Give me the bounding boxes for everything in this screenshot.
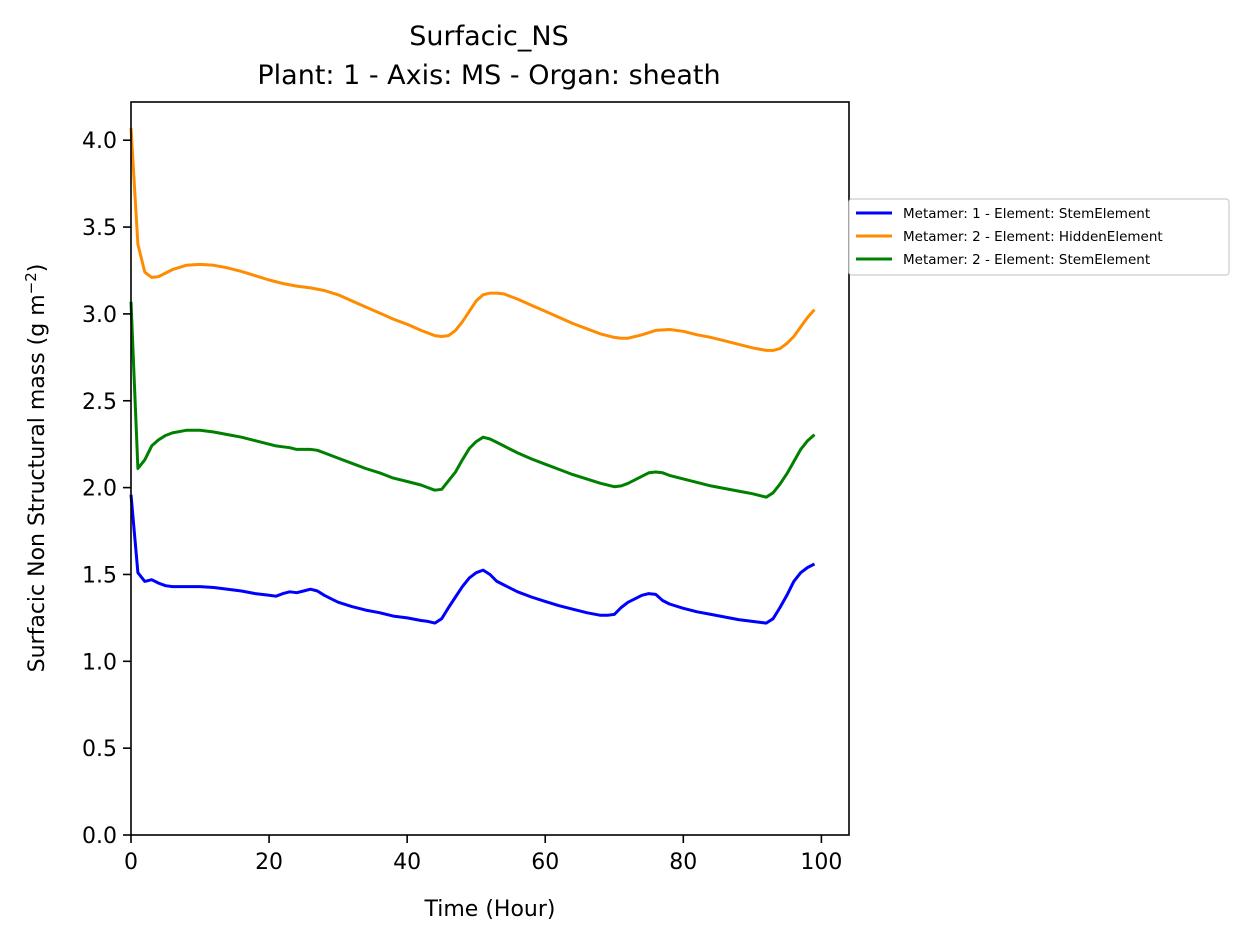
- series-line-1: [129, 494, 816, 625]
- y-tick-label: 2.5: [82, 390, 117, 415]
- chart-subtitle: Plant: 1 - Axis: MS - Organ: sheath: [257, 60, 720, 91]
- y-tick-label: 3.0: [82, 303, 117, 328]
- series-line-2: [129, 128, 816, 352]
- y-tick-label: 0.0: [82, 824, 117, 849]
- x-tick-label: 100: [800, 850, 842, 875]
- chart-title: Surfacic_NS: [409, 21, 568, 52]
- legend-frame: [848, 198, 1230, 276]
- x-tick-label: 80: [669, 850, 697, 875]
- x-axis-label: Time (Hour): [424, 897, 556, 922]
- x-tick-label: 60: [531, 850, 559, 875]
- y-tick-label: 1.0: [82, 650, 117, 675]
- y-axis-label-main: Surfacic Non Structural mass (g m: [25, 294, 50, 672]
- x-tick-label: 20: [255, 850, 283, 875]
- plot-frame: [130, 101, 850, 836]
- x-axis: 0 20 40 60 80 100: [124, 835, 842, 875]
- y-tick-label: 2.0: [82, 477, 117, 502]
- y-tick-label: 1.5: [82, 563, 117, 588]
- x-tick-label: 40: [393, 850, 421, 875]
- y-tick-label: 3.5: [82, 216, 117, 241]
- legend-label-2: Metamer: 2 - Element: HiddenElement: [903, 229, 1163, 245]
- plot-lines: [129, 128, 816, 625]
- legend-label-1: Metamer: 1 - Element: StemElement: [903, 206, 1150, 222]
- legend-label-3: Metamer: 2 - Element: StemElement: [903, 252, 1150, 268]
- y-tick-label: 0.5: [82, 737, 117, 762]
- y-axis-label: Surfacic Non Structural mass (g m−2): [22, 264, 50, 673]
- x-tick-label: 0: [124, 850, 138, 875]
- series-line-3: [129, 301, 816, 499]
- legend: Metamer: 1 - Element: StemElement Metamer…: [848, 198, 1230, 276]
- y-tick-label: 4.0: [82, 129, 117, 154]
- y-axis-label-superscript: −2: [22, 272, 40, 294]
- y-axis-label-end: ): [25, 264, 50, 273]
- y-axis: 0.0 0.5 1.0 1.5 2.0 2.5 3.0 3.5 4.0: [82, 129, 131, 849]
